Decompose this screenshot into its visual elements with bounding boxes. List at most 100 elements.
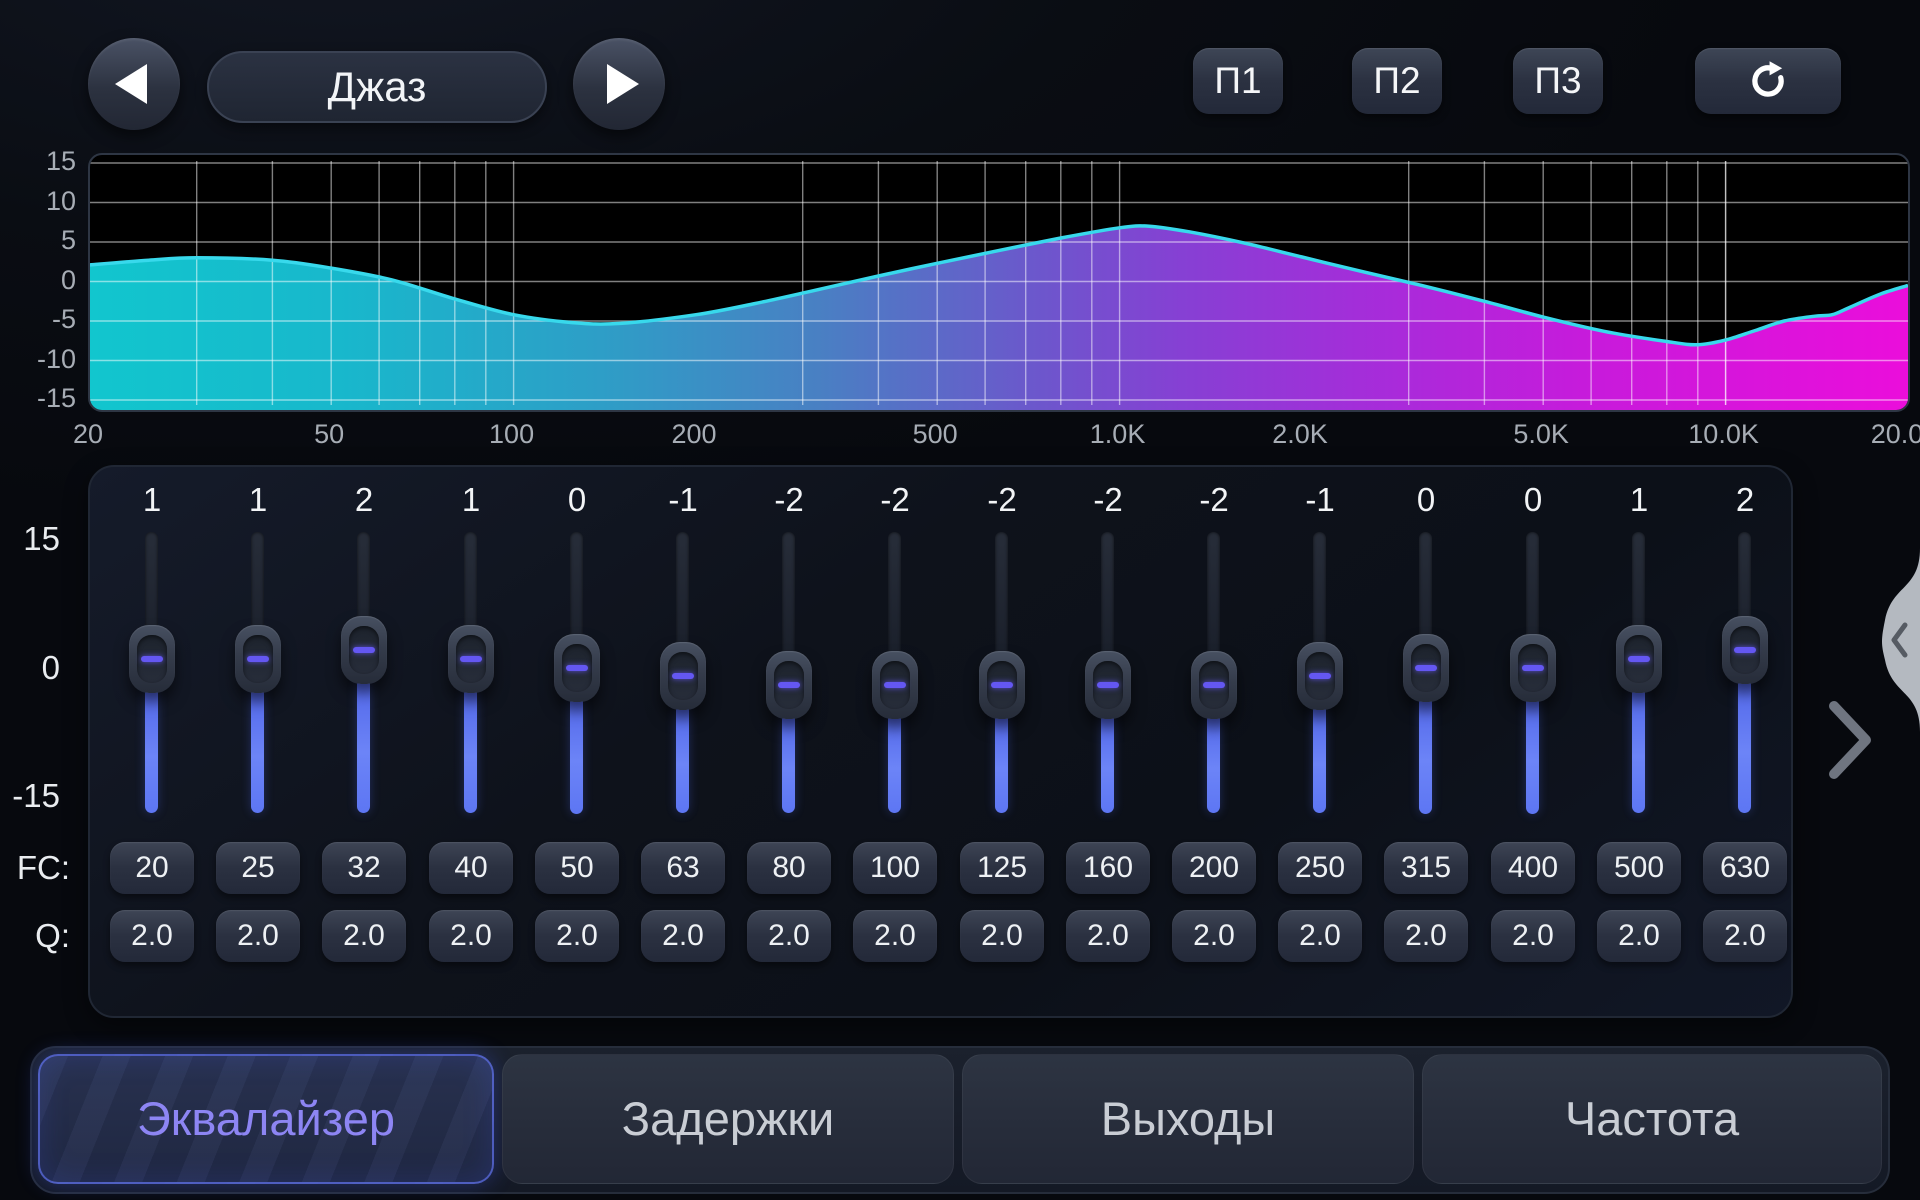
band-slider-thumb[interactable] (129, 625, 175, 693)
chart-y-tick: 5 (60, 225, 76, 255)
band-slider-fill (251, 687, 264, 813)
preset-name-display[interactable]: Джаз (207, 51, 547, 123)
band-fc-button[interactable]: 400 (1491, 842, 1575, 894)
band-gain-value: 0 (1523, 481, 1543, 518)
band-fc-button[interactable]: 20 (110, 842, 194, 894)
band-q-button[interactable]: 2.0 (1703, 910, 1787, 962)
band-slider-fill (570, 696, 583, 814)
band-slider-fill (357, 678, 370, 813)
band-fc-button[interactable]: 125 (960, 842, 1044, 894)
band-q-button[interactable]: 2.0 (1491, 910, 1575, 962)
band-slider-thumb[interactable] (1722, 616, 1768, 684)
reset-icon (1752, 61, 1784, 97)
band-gain-value: -2 (1199, 481, 1229, 518)
thumb-dash-icon (1734, 647, 1756, 653)
band-q-button[interactable]: 2.0 (747, 910, 831, 962)
slider-axis-label: 0 (41, 648, 60, 686)
band-fc-button[interactable]: 315 (1384, 842, 1468, 894)
band-slider-thumb[interactable] (554, 634, 600, 702)
band-q-button[interactable]: 2.0 (1172, 910, 1256, 962)
band-q-button[interactable]: 2.0 (110, 910, 194, 962)
preset-slot-1-button[interactable]: П1 (1193, 48, 1283, 114)
band-gain-value: 1 (1629, 481, 1649, 518)
band-gain-value: -2 (774, 481, 804, 518)
band-fc-button[interactable]: 100 (853, 842, 937, 894)
band-q-button[interactable]: 2.0 (1597, 910, 1681, 962)
band-gain-value: 0 (1416, 481, 1436, 518)
band-q-button[interactable]: 2.0 (1384, 910, 1468, 962)
band-gain-value: 0 (567, 481, 587, 518)
band-q-button[interactable]: 2.0 (322, 910, 406, 962)
band-gain-value: -1 (1305, 481, 1335, 518)
band-fc-button[interactable]: 250 (1278, 842, 1362, 894)
band-fc-button[interactable]: 630 (1703, 842, 1787, 894)
chart-y-tick: -15 (36, 383, 76, 413)
thumb-dash-icon (991, 682, 1013, 688)
band-fc-button[interactable]: 40 (429, 842, 513, 894)
band-gain-value: -2 (1093, 481, 1123, 518)
band-fc-button[interactable]: 80 (747, 842, 831, 894)
eq-band-column: 0 50 2.0 (524, 465, 630, 1018)
band-slider-thumb[interactable] (1616, 625, 1662, 693)
tab-equalizer[interactable]: Эквалайзер (38, 1054, 494, 1184)
band-fc-button[interactable]: 63 (641, 842, 725, 894)
preset-next-button[interactable] (573, 38, 665, 130)
band-slider-thumb[interactable] (235, 625, 281, 693)
reset-button[interactable] (1695, 48, 1841, 114)
band-q-button[interactable]: 2.0 (1066, 910, 1150, 962)
band-slider-thumb[interactable] (1403, 634, 1449, 702)
band-slider-fill (1738, 678, 1751, 813)
band-fc-button[interactable]: 32 (322, 842, 406, 894)
tab-frequency[interactable]: Частота (1422, 1054, 1882, 1184)
preset-prev-button[interactable] (88, 38, 180, 130)
chart-x-tick: 20.0K (1870, 419, 1920, 449)
band-fc-button[interactable]: 50 (535, 842, 619, 894)
band-q-button[interactable]: 2.0 (1278, 910, 1362, 962)
band-q-button[interactable]: 2.0 (960, 910, 1044, 962)
eq-band-column: 1 20 2.0 (99, 465, 205, 1018)
band-q-button[interactable]: 2.0 (641, 910, 725, 962)
band-gain-value: -1 (668, 481, 698, 518)
band-slider-thumb[interactable] (660, 642, 706, 710)
eq-band-column: 0 400 2.0 (1480, 465, 1586, 1018)
side-drawer-handle[interactable] (1874, 548, 1920, 732)
band-slider-thumb[interactable] (1085, 651, 1131, 719)
preset-slot-3-button[interactable]: П3 (1513, 48, 1603, 114)
band-slider-thumb[interactable] (1510, 634, 1556, 702)
eq-band-column: 1 25 2.0 (205, 465, 311, 1018)
band-fc-button[interactable]: 25 (216, 842, 300, 894)
band-q-button[interactable]: 2.0 (216, 910, 300, 962)
band-slider-thumb[interactable] (1191, 651, 1237, 719)
slider-axis-label: 15 (23, 519, 60, 557)
band-fc-button[interactable]: 160 (1066, 842, 1150, 894)
band-slider-thumb[interactable] (448, 625, 494, 693)
band-slider-thumb[interactable] (1297, 642, 1343, 710)
thumb-dash-icon (566, 665, 588, 671)
band-slider-fill (145, 687, 158, 813)
chart-y-tick: -10 (36, 343, 76, 374)
tab-outputs[interactable]: Выходы (962, 1054, 1414, 1184)
chart-y-tick: -5 (51, 304, 76, 334)
band-slider-fill (1313, 704, 1326, 813)
chevron-right-icon[interactable] (1826, 698, 1874, 782)
band-q-button[interactable]: 2.0 (535, 910, 619, 962)
band-slider-thumb[interactable] (766, 651, 812, 719)
preset-slot-2-button[interactable]: П2 (1352, 48, 1442, 114)
band-slider-thumb[interactable] (872, 651, 918, 719)
band-gain-value: 2 (1735, 481, 1755, 518)
eq-band-column: 1 40 2.0 (418, 465, 524, 1018)
band-q-button[interactable]: 2.0 (429, 910, 513, 962)
band-slider-fill (782, 713, 795, 813)
band-fc-button[interactable]: 500 (1597, 842, 1681, 894)
frequency-response-chart (88, 153, 1910, 412)
eq-band-column: -1 250 2.0 (1267, 465, 1373, 1018)
tab-delays[interactable]: Задержки (502, 1054, 954, 1184)
band-gain-value: -2 (987, 481, 1017, 518)
band-slider-thumb[interactable] (979, 651, 1025, 719)
chart-x-tick: 50 (314, 419, 345, 449)
band-slider-thumb[interactable] (341, 616, 387, 684)
band-fc-button[interactable]: 200 (1172, 842, 1256, 894)
eq-band-column: 1 500 2.0 (1586, 465, 1692, 1018)
eq-band-column: -2 160 2.0 (1055, 465, 1161, 1018)
band-q-button[interactable]: 2.0 (853, 910, 937, 962)
